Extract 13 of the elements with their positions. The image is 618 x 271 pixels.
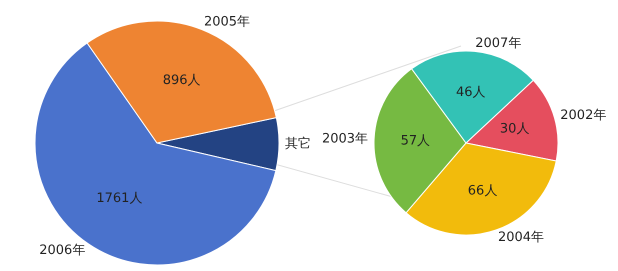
slice-label: 2004年 <box>498 230 544 246</box>
data-label: 46人 <box>456 85 486 100</box>
data-label: 57人 <box>400 134 430 149</box>
data-label: 896人 <box>162 73 201 88</box>
slice-label: 2003年 <box>322 132 368 147</box>
data-label: 1761人 <box>96 191 142 206</box>
slice-label: 2002年 <box>560 108 606 124</box>
slice-label: 2005年 <box>204 14 250 30</box>
data-label: 66人 <box>468 183 498 198</box>
data-label: 30人 <box>500 122 530 137</box>
slice-label: 其它 <box>284 136 311 152</box>
slice-label: 2007年 <box>475 36 522 51</box>
slice-label: 2006年 <box>39 243 86 258</box>
